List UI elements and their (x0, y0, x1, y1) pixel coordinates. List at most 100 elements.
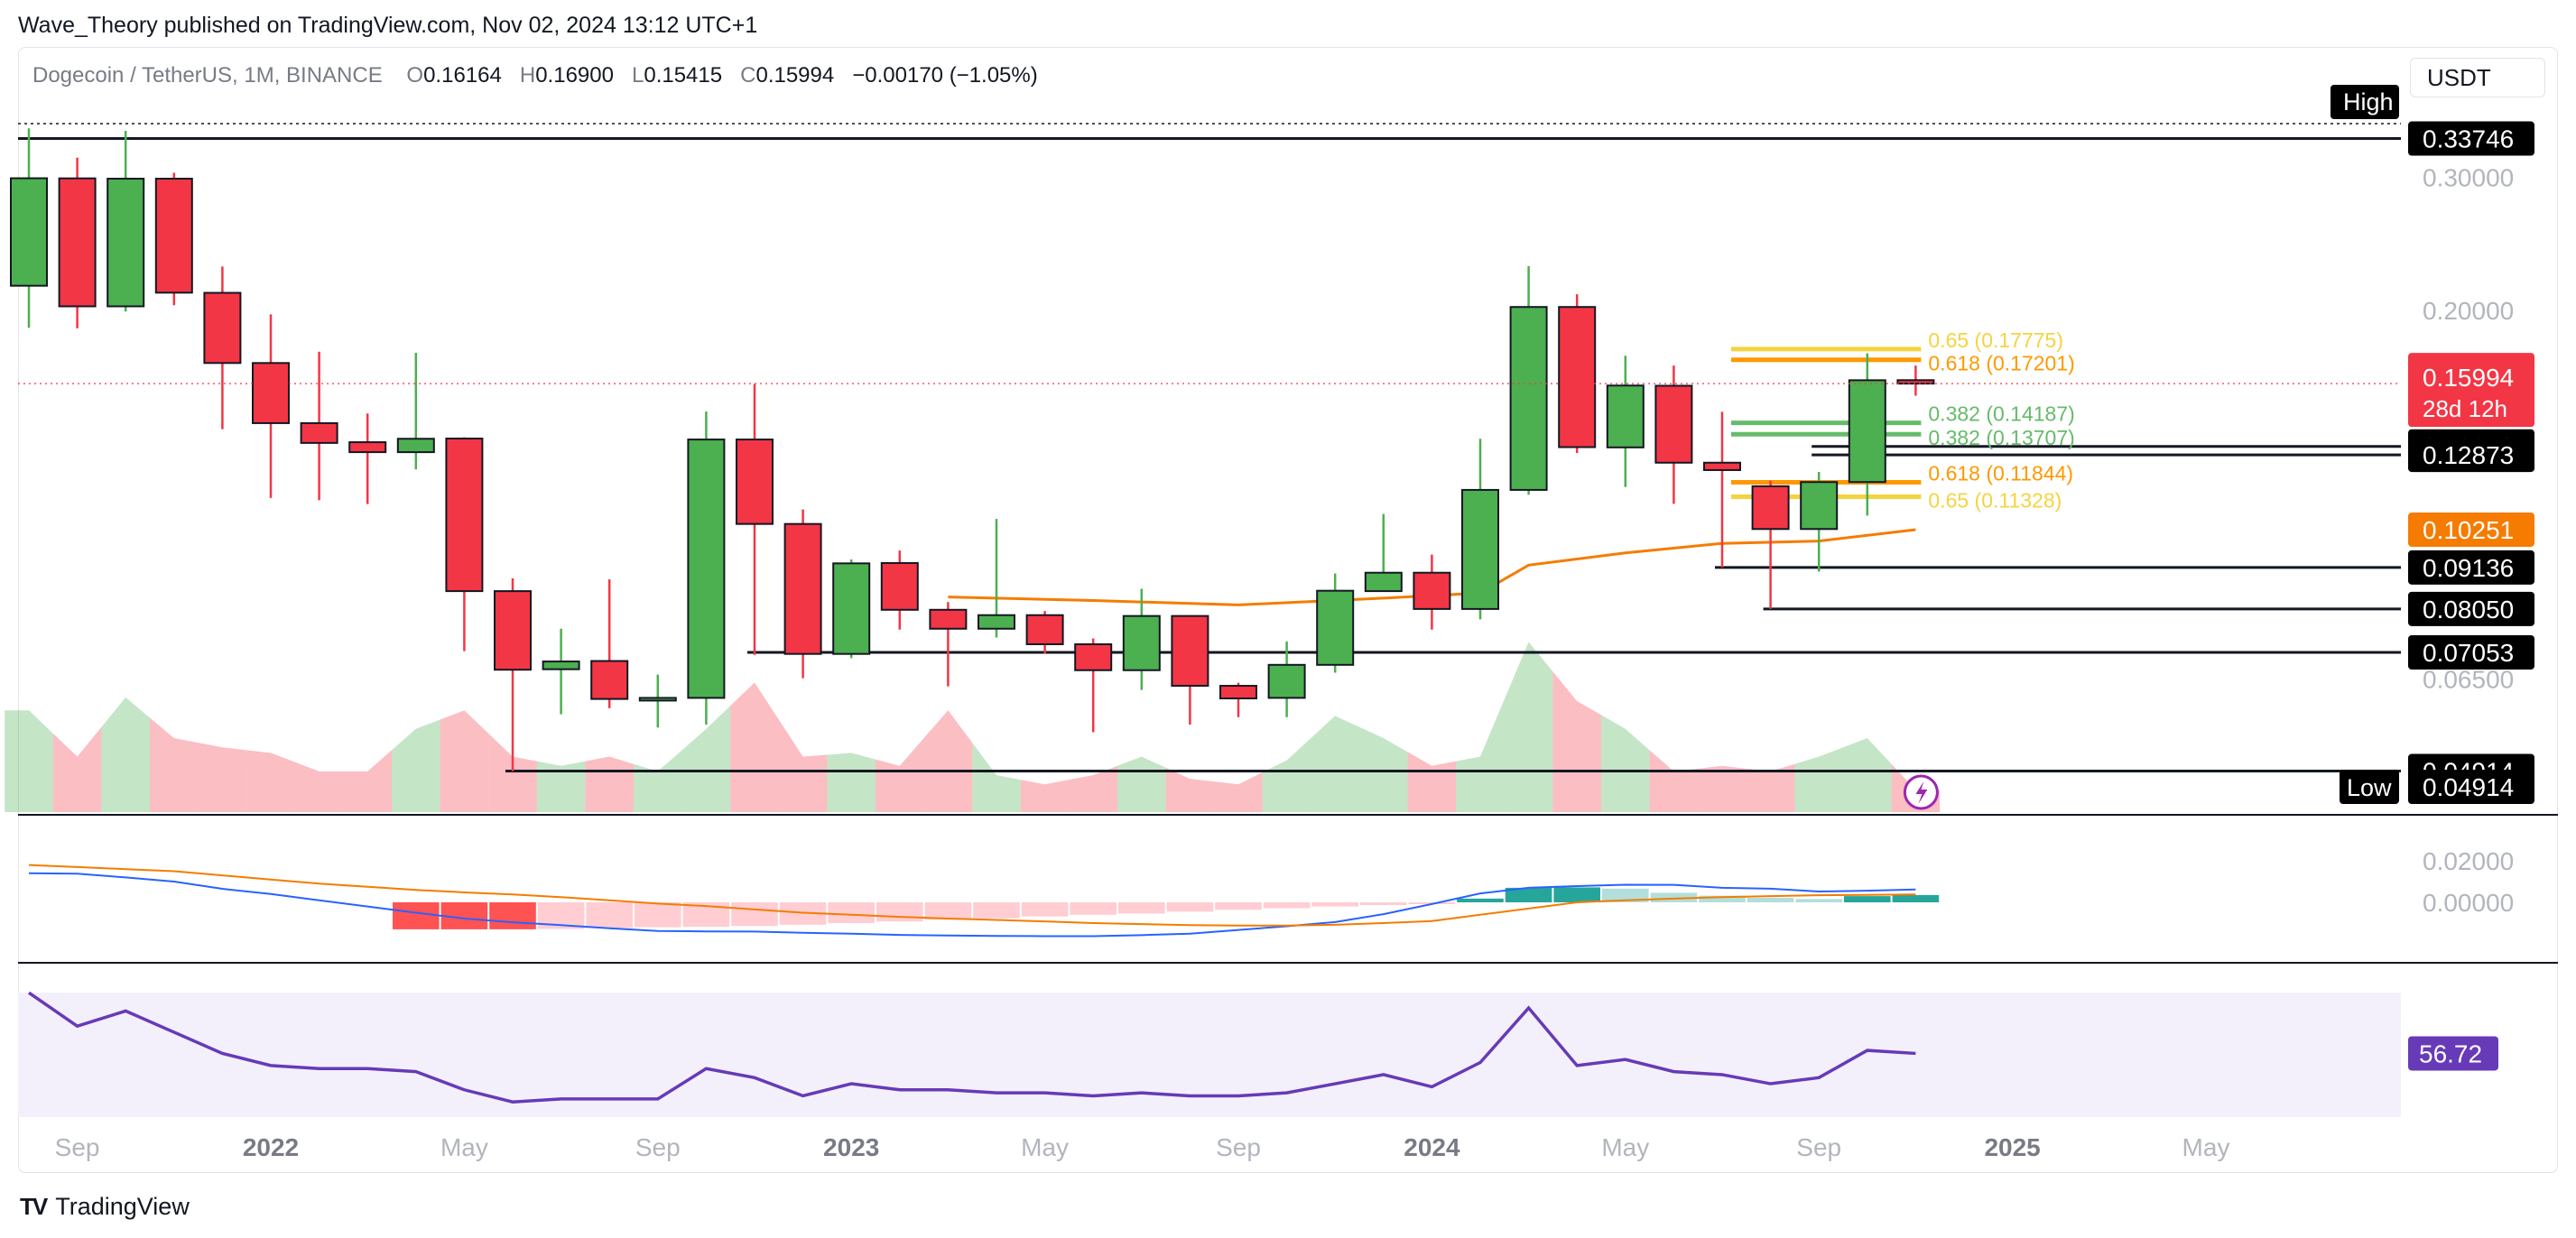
macd-histogram-bar-12 (586, 902, 633, 928)
candle-body-2022-03 (348, 441, 387, 454)
macd-histogram-bar-37 (1795, 899, 1842, 902)
volume-area-2023-07 (1117, 756, 1166, 812)
candle-body-2021-11 (154, 178, 193, 294)
macd-line (28, 872, 1916, 938)
candle-body-2022-04 (396, 438, 435, 454)
volume-area-2021-08 (5, 710, 53, 812)
macd-histogram-bar-32 (1553, 887, 1600, 902)
macd-histogram-bar-35 (1699, 895, 1746, 902)
time-axis-label-6: Sep (1216, 1133, 1261, 1161)
level-tag-bg-0.08050 (2408, 591, 2534, 626)
time-axis-label-5: May (1021, 1133, 1069, 1161)
fib-label-3: 0.382 (0.13707) (1928, 426, 2074, 449)
macd-histogram-bar-34 (1650, 892, 1698, 902)
rsi-value-tag: 56.72 (2419, 1039, 2482, 1067)
volume-area-2024-03 (1504, 642, 1553, 812)
candle-body-2021-08 (10, 177, 48, 287)
high-marker-bg (2330, 85, 2399, 119)
time-axis-label-9: Sep (1796, 1133, 1841, 1161)
volume-area-2022-03 (343, 750, 392, 812)
candle-body-2024-09 (1800, 481, 1839, 531)
candle-body-2024-04 (1558, 306, 1597, 448)
level-tag-bg-0.12873 (2408, 438, 2534, 473)
candle-body-2024-11 (1896, 379, 1935, 385)
low-value-tag-bg (2408, 770, 2534, 804)
candle-body-2023-02 (880, 561, 919, 611)
rsi-panel-background (18, 993, 2401, 1117)
volume-area-2023-01 (827, 753, 876, 812)
macd-histogram-bar-13 (635, 902, 681, 928)
fib-label-4: 0.618 (0.11844) (1928, 462, 2073, 485)
candle-body-2023-08 (1171, 614, 1209, 688)
fib-label-0: 0.65 (0.17775) (1928, 328, 2063, 352)
low-value: 0.15415 (644, 63, 723, 88)
low-label: L (631, 63, 644, 88)
time-axis-label-2: May (440, 1133, 488, 1161)
volume-area-2023-08 (1165, 767, 1215, 812)
candle-body-2022-01 (252, 362, 290, 424)
volume-area-2021-12 (198, 743, 247, 812)
footer-brand[interactable]: TV TradingView (20, 1193, 190, 1221)
volume-area-2024-08 (1746, 763, 1795, 812)
last-price-tag-bg (2408, 353, 2534, 428)
level-tag-bg-0.07053 (2408, 634, 2534, 670)
currency-button[interactable]: USDT (2410, 58, 2545, 97)
level-tag-bg-0.33746 (2408, 121, 2534, 156)
time-axis-label-1: 2022 (243, 1133, 299, 1161)
macd-histogram-bar-33 (1602, 888, 1649, 902)
macd-histogram-bar-25 (1215, 902, 1262, 910)
macd-histogram-bar-39 (1892, 894, 1940, 902)
candle-body-2024-07 (1703, 461, 1741, 471)
volume-area-2022-07 (536, 761, 586, 812)
low-marker-bg (2340, 770, 2399, 804)
candle-body-2024-02 (1461, 488, 1499, 610)
price-chart[interactable]: 0.65 (0.17775)0.618 (0.17201) 0.382 (0.14… (0, 0, 2576, 1173)
tradingview-logo-icon: TV (20, 1193, 48, 1220)
rsi-line (28, 991, 1916, 1104)
level-tag-bg-0.09136 (2408, 550, 2534, 585)
macd-histogram-bar-31 (1505, 887, 1552, 902)
candle-body-2023-01 (832, 562, 871, 655)
macd-histogram-bar-19 (924, 902, 972, 920)
candle-body-2022-12 (783, 522, 822, 655)
countdown-tag: 28d 12h (2423, 395, 2507, 422)
candle-body-2022-05 (445, 437, 484, 593)
macd-histogram-bar-30 (1457, 898, 1504, 902)
volume-area-2023-04 (972, 743, 1021, 812)
chart-frame (18, 47, 2558, 1173)
volume-area-2021-09 (52, 726, 102, 812)
macd-histogram-bar-28 (1360, 902, 1407, 905)
fib-label-2: 0.382 (0.14187) (1928, 402, 2074, 426)
macd-histogram-bar-24 (1166, 902, 1214, 912)
macd-axis-label-0.02: 0.02000 (2423, 847, 2514, 875)
candle-body-2023-10 (1267, 663, 1306, 699)
volume-area-2021-11 (150, 717, 199, 812)
macd-signal-line (28, 864, 1916, 927)
volume-area-2023-02 (876, 738, 924, 812)
time-axis-label-7: 2024 (1404, 1133, 1460, 1161)
macd-histogram-bar-21 (1021, 902, 1069, 917)
high-value: 0.16900 (535, 63, 614, 88)
candle-body-2023-07 (1122, 614, 1161, 671)
footer-brand-label: TradingView (55, 1193, 190, 1220)
level-tag-0.09136: 0.09136 (2423, 554, 2514, 582)
open-value: 0.16164 (423, 63, 502, 88)
macd-histogram-bar-23 (1118, 902, 1165, 914)
macd-histogram-bar-10 (489, 902, 536, 929)
candle-body-2024-06 (1654, 384, 1693, 464)
ema-tag-bg (2408, 512, 2534, 547)
macd-histogram-bar-38 (1844, 896, 1891, 902)
volume-area-2023-11 (1311, 716, 1359, 812)
high-marker: High (2343, 88, 2394, 115)
symbol-name[interactable]: Dogecoin / TetherUS, 1M, BINANCE (32, 63, 383, 88)
candle-body-2023-12 (1364, 571, 1403, 593)
volume-area-2024-06 (1649, 750, 1699, 812)
volume-area-2024-10 (1843, 738, 1892, 812)
candle-body-2023-03 (929, 608, 968, 630)
volume-area-2024-02 (1456, 698, 1505, 812)
macd-histogram-bar-27 (1311, 902, 1358, 907)
volume-area-2022-11 (730, 682, 779, 812)
fib-label-1: 0.618 (0.17201) (1928, 352, 2074, 375)
macd-histogram-bar-20 (973, 902, 1020, 919)
volume-area-2023-03 (923, 710, 973, 812)
